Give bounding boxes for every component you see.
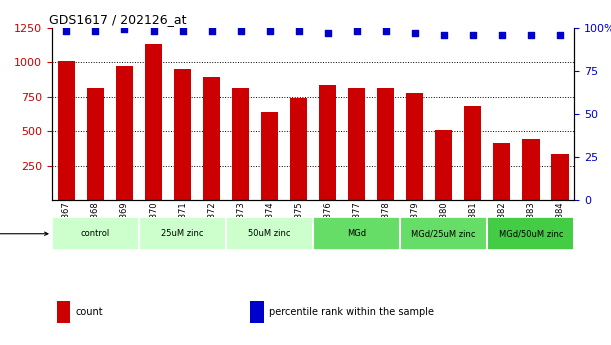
- Bar: [174, 69, 191, 200]
- Text: control: control: [81, 229, 110, 238]
- Bar: [251, 301, 263, 324]
- Bar: [52, 217, 139, 250]
- Bar: [57, 301, 70, 324]
- Bar: [377, 88, 395, 200]
- Point: [62, 28, 71, 34]
- Text: MGd: MGd: [347, 229, 366, 238]
- Text: GDS1617 / 202126_at: GDS1617 / 202126_at: [49, 13, 187, 27]
- Bar: [145, 44, 163, 200]
- Point: [236, 28, 246, 34]
- Text: 50uM zinc: 50uM zinc: [248, 229, 291, 238]
- Point: [265, 28, 274, 34]
- Point: [439, 32, 448, 37]
- Point: [555, 32, 565, 37]
- Point: [207, 28, 216, 34]
- Point: [497, 32, 507, 37]
- Point: [178, 28, 188, 34]
- Point: [526, 32, 536, 37]
- Bar: [313, 217, 400, 250]
- Bar: [290, 98, 307, 200]
- Point: [148, 28, 158, 34]
- Bar: [261, 112, 279, 200]
- Bar: [232, 88, 249, 200]
- Point: [410, 30, 420, 36]
- Bar: [139, 217, 226, 250]
- Point: [323, 30, 332, 36]
- Bar: [116, 66, 133, 200]
- Bar: [493, 143, 510, 200]
- Text: percentile rank within the sample: percentile rank within the sample: [269, 307, 434, 317]
- Bar: [488, 217, 574, 250]
- Text: MGd/25uM zinc: MGd/25uM zinc: [411, 229, 476, 238]
- Bar: [348, 88, 365, 200]
- Bar: [226, 217, 313, 250]
- Bar: [464, 106, 481, 200]
- Bar: [435, 130, 452, 200]
- Bar: [551, 154, 568, 200]
- Point: [381, 28, 390, 34]
- Bar: [203, 77, 220, 200]
- Bar: [522, 139, 540, 200]
- Point: [90, 28, 100, 34]
- Text: count: count: [75, 307, 103, 317]
- Bar: [87, 88, 104, 200]
- Bar: [400, 217, 488, 250]
- Point: [120, 27, 130, 32]
- Point: [352, 28, 362, 34]
- Bar: [406, 93, 423, 200]
- Point: [294, 28, 304, 34]
- Point: [468, 32, 478, 37]
- Bar: [58, 61, 75, 200]
- Text: 25uM zinc: 25uM zinc: [161, 229, 204, 238]
- Text: MGd/50uM zinc: MGd/50uM zinc: [499, 229, 563, 238]
- Bar: [319, 85, 336, 200]
